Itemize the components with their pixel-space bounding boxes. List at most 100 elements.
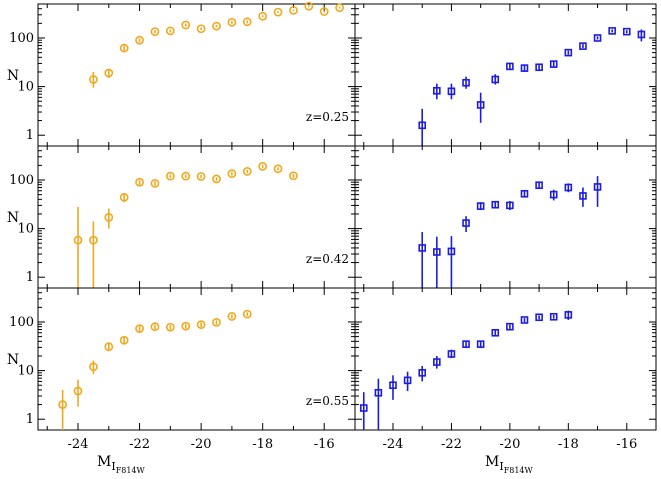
y-tick-label: 10 — [17, 222, 34, 237]
data-point — [476, 101, 485, 109]
data-point — [181, 321, 191, 331]
x-tick-label: -18 — [252, 437, 273, 452]
panel-frame — [37, 145, 356, 289]
data-point — [491, 75, 500, 84]
data-point — [258, 162, 268, 171]
y-tick-label: 10 — [17, 80, 34, 95]
data-point — [227, 169, 237, 179]
data-point — [433, 248, 441, 256]
data-point — [374, 388, 383, 397]
panel-frame — [354, 3, 657, 147]
y-tick-label: 1 — [26, 412, 34, 427]
data-point — [135, 35, 144, 45]
data-point — [564, 183, 573, 192]
data-point — [58, 400, 68, 409]
data-point — [165, 322, 175, 332]
x-axis-titles: MIF814W MIF814W — [97, 454, 534, 475]
x-axis-title-main: M — [97, 454, 111, 470]
data-point — [165, 171, 175, 181]
data-point — [549, 312, 558, 321]
y-tick-label: 1 — [26, 128, 34, 143]
panel-1-right — [354, 3, 657, 147]
series-left — [58, 309, 252, 430]
data-point — [73, 386, 83, 396]
data-point — [462, 219, 470, 227]
y-axis-title: N — [7, 68, 19, 84]
panel-2-left: 1 10 100 Nz=0.42 — [7, 145, 356, 289]
series-right — [359, 310, 573, 430]
data-point — [447, 247, 456, 256]
data-point — [242, 17, 252, 27]
data-point — [476, 340, 485, 348]
panel-frame — [354, 287, 657, 431]
panel-frame — [37, 3, 356, 147]
panel-1-left: 1 10 100 Nz=0.25 — [7, 1, 356, 147]
panel-2-right — [354, 145, 657, 289]
data-point — [418, 244, 427, 252]
data-point — [564, 48, 573, 57]
data-point — [227, 312, 237, 321]
data-point — [549, 60, 558, 68]
data-point — [622, 27, 631, 36]
x-tick-label: -24 — [383, 437, 404, 452]
data-point — [212, 174, 221, 184]
data-point — [535, 313, 543, 322]
data-point — [104, 212, 114, 222]
data-point — [403, 376, 412, 385]
data-point — [491, 200, 500, 209]
data-point — [579, 192, 587, 200]
data-point — [304, 1, 314, 11]
data-point — [273, 164, 283, 174]
data-point — [196, 320, 206, 330]
y-axis-title: N — [7, 352, 19, 368]
data-point — [433, 86, 441, 95]
data-point — [476, 202, 485, 210]
data-point — [335, 3, 345, 13]
data-point — [273, 7, 283, 17]
y-tick-label: 100 — [9, 315, 34, 330]
data-point — [462, 78, 470, 87]
x-axis-title-subsub: F814W — [116, 466, 146, 475]
series-left — [88, 1, 345, 88]
data-point — [165, 26, 175, 36]
data-point — [418, 121, 427, 130]
data-point — [520, 189, 529, 198]
x-axis-title-right: MIF814W — [485, 454, 534, 475]
x-tick-label: -16 — [314, 437, 335, 452]
data-point — [242, 309, 252, 319]
data-point — [593, 34, 602, 42]
data-point — [88, 235, 98, 245]
data-point — [104, 68, 114, 78]
redshift-label: z=0.55 — [306, 394, 349, 408]
data-point — [258, 11, 268, 21]
x-tick-label: -16 — [616, 437, 637, 452]
data-point — [135, 177, 144, 187]
x-axis-title-subsub: F814W — [504, 466, 534, 475]
x-axis-title-sub: I — [499, 460, 503, 473]
data-point — [119, 335, 129, 345]
x-tick-label: -24 — [68, 437, 89, 452]
data-point — [227, 17, 237, 27]
panel-frame — [354, 145, 657, 289]
x-tick-label: -22 — [129, 437, 150, 452]
data-point — [212, 318, 221, 327]
data-point — [608, 27, 616, 35]
data-point — [289, 5, 298, 15]
data-point — [418, 369, 427, 377]
x-tick-label: -20 — [499, 437, 520, 452]
data-point — [88, 362, 98, 372]
series-left — [73, 162, 298, 288]
panel-3-left: 1 10 100 N -24 -22 -20 -18 -16 z=0.55 — [7, 287, 356, 452]
data-point — [181, 171, 191, 181]
x-tick-label: -22 — [441, 437, 462, 452]
data-point — [181, 20, 191, 30]
data-point — [549, 190, 558, 199]
data-point — [150, 179, 160, 188]
x-axis-title-sub: I — [111, 460, 115, 473]
data-point — [564, 311, 573, 319]
y-tick-label: 10 — [17, 364, 34, 379]
redshift-label: z=0.42 — [306, 252, 349, 266]
data-point — [196, 172, 206, 181]
data-point — [520, 64, 529, 72]
